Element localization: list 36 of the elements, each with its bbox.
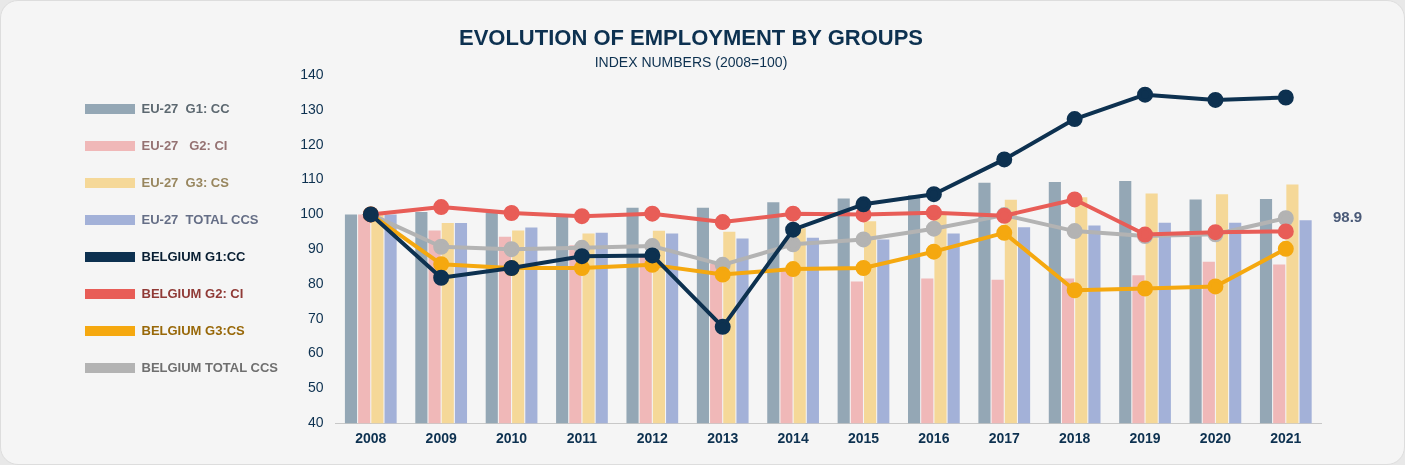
x-tick-label: 2020 [1199, 430, 1232, 447]
legend-label: BELGIUM TOTAL CCS [141, 359, 279, 375]
chart-title: EVOLUTION OF EMPLOYMENT BY GROUPS [458, 25, 924, 51]
x-tick-label: 2018 [1059, 430, 1091, 447]
y-tick-label: 50 [308, 379, 324, 396]
x-tick-label: 2015 [847, 430, 880, 447]
x-tick-label: 2011 [566, 430, 598, 447]
y-tick-label: 70 [308, 309, 324, 326]
y-tick-label: 40 [308, 414, 324, 431]
chart-subtitle: INDEX NUMBERS (2008=100) [594, 53, 788, 70]
y-tick-label: 80 [308, 274, 324, 291]
legend-label: BELGIUM G3:CS [141, 322, 246, 338]
legend-label: EU-27 G1: CC [141, 100, 231, 116]
text: 98.9 [1333, 208, 1363, 226]
y-tick-label: 120 [300, 135, 324, 152]
y-tick-label: 140 [300, 66, 324, 83]
x-tick-label: 2009 [425, 430, 457, 447]
y-tick-label: 90 [308, 240, 324, 257]
x-tick-label: 2012 [636, 430, 669, 447]
x-tick-label: 2016 [918, 430, 950, 447]
legend-label: BELGIUM G2: CI [141, 285, 244, 301]
x-tick-label: 2014 [777, 430, 809, 447]
x-tick-label: 2010 [495, 430, 528, 447]
y-tick-label: 110 [301, 170, 324, 187]
y-tick-label: 60 [308, 344, 324, 361]
x-tick-label: 2017 [988, 430, 1021, 447]
x-tick-label: 2008 [355, 430, 387, 447]
y-tick-label: 130 [300, 100, 324, 117]
legend-label: EU-27 G2: CI [141, 137, 228, 153]
y-tick-label: 100 [300, 205, 324, 222]
legend-label: EU-27 G3: CS [141, 174, 230, 190]
x-tick-label: 2021 [1270, 430, 1302, 447]
legend-label: EU-27 TOTAL CCS [141, 211, 259, 227]
x-tick-label: 2019 [1129, 430, 1161, 447]
x-tick-label: 2013 [707, 430, 739, 447]
legend-label: BELGIUM G1:CC [141, 248, 247, 264]
